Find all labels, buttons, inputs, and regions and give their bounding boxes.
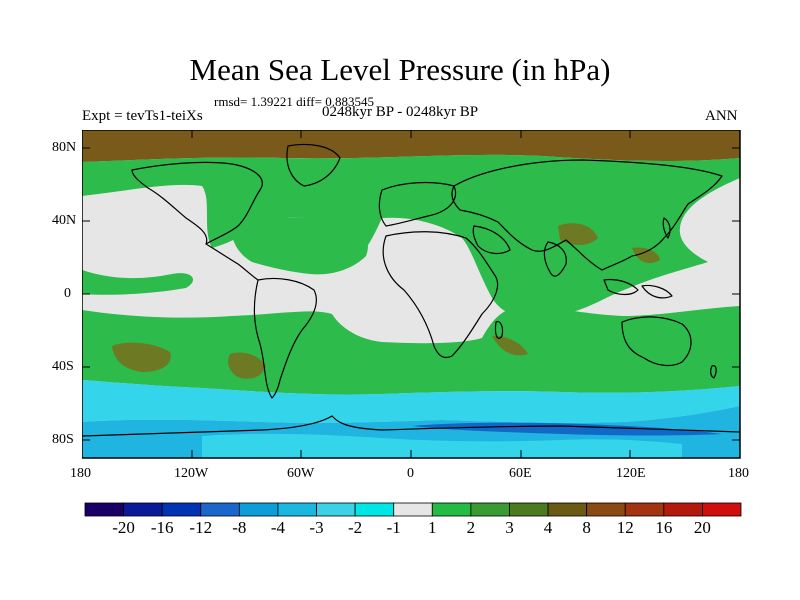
colorbar-swatch <box>238 502 279 517</box>
pressure-bands <box>82 130 740 458</box>
japan-coast <box>662 217 671 239</box>
colorbar-swatch <box>431 502 472 517</box>
colorbar <box>84 502 742 517</box>
antarctic-light-patch <box>202 433 682 458</box>
north-green-band <box>82 154 740 319</box>
lon-label-120w: 120W <box>174 466 209 481</box>
colorbar-label: 20 <box>693 518 711 537</box>
colorbar-swatch <box>354 502 395 517</box>
colorbar-swatch <box>277 502 317 517</box>
lat-label-0: 0 <box>64 286 71 301</box>
colorbar-swatch <box>624 502 665 517</box>
chart-title: Mean Sea Level Pressure (in hPa) <box>189 52 611 87</box>
lon-ticks <box>191 130 631 458</box>
lon-label-60w: 60W <box>287 466 315 481</box>
colorbar-label: -3 <box>309 518 324 537</box>
colorbar-swatch <box>84 502 124 517</box>
arabia-coast <box>472 225 511 255</box>
eurasia-coast <box>451 159 723 271</box>
colorbar-swatch <box>161 502 202 517</box>
rmsd-diff-stats: rmsd= 1.39221 diff= 0.883545 <box>214 94 374 109</box>
colorbar-label: -1 <box>386 518 401 537</box>
antarctica-coast <box>82 415 741 437</box>
lon-label-120e: 120E <box>616 466 646 481</box>
north-polar-brown-band <box>82 130 740 162</box>
colorbar-swatch <box>393 502 433 517</box>
africa-coast <box>382 231 499 359</box>
colorbar-label: -12 <box>189 518 213 537</box>
colorbar-label: -4 <box>270 518 286 537</box>
colorbar-swatch <box>702 502 742 517</box>
north-america-coast <box>131 161 263 245</box>
pressure-map <box>82 130 741 459</box>
lon-label-180-east: 180 <box>728 466 749 481</box>
madagascar-coast <box>494 321 504 339</box>
southern-cyan-band <box>82 380 740 423</box>
colorbar-label: 8 <box>582 518 591 537</box>
coastlines <box>82 143 741 437</box>
colorbar-label: -16 <box>150 518 174 537</box>
colorbar-swatch <box>200 502 240 517</box>
europe-coast <box>378 181 457 227</box>
antarctic-blue-edge <box>412 422 722 436</box>
asia-olive-blob-2 <box>632 247 660 264</box>
colorbar-label: 1 <box>428 518 437 537</box>
colorbar-swatch <box>123 502 163 517</box>
experiment-label: Expt = tevTs1-teiXs <box>82 108 203 124</box>
colorbar-label: -8 <box>232 518 247 537</box>
lat-label-40n: 40N <box>52 213 77 228</box>
lon-label-180-west: 180 <box>70 466 91 481</box>
colorbar-swatch <box>316 502 356 517</box>
new-zealand-coast <box>710 365 717 379</box>
colorbar-label: -2 <box>348 518 363 537</box>
colorbar-label: 16 <box>655 518 673 537</box>
lat-label-80n: 80N <box>52 140 77 155</box>
central-america-coast <box>205 243 259 281</box>
atlantic-green-patch <box>231 217 368 275</box>
south-america-coast <box>253 277 317 399</box>
greenland-coast <box>286 143 341 187</box>
lon-label-0: 0 <box>407 466 414 481</box>
lat-ticks <box>82 147 740 441</box>
asia-olive-blob <box>558 223 598 245</box>
south-olive-blob-west <box>112 342 171 372</box>
colorbar-label: 3 <box>505 518 514 537</box>
indian-olive-blob <box>492 335 528 356</box>
maritime-asia-coast <box>603 278 673 299</box>
colorbar-swatch <box>547 502 588 517</box>
colorbar-label: -20 <box>112 518 135 537</box>
west-pacific-green-patch <box>82 270 194 295</box>
colorbar-label: 4 <box>543 518 553 537</box>
colorbar-swatch <box>470 502 510 517</box>
lat-label-40s: 40S <box>52 359 74 374</box>
period-label: 0248kyr BP - 0248kyr BP <box>322 104 479 120</box>
australia-coast <box>621 316 692 367</box>
india-coast <box>543 241 567 277</box>
colorbar-swatch <box>509 502 549 517</box>
colorbar-swatch <box>586 502 626 517</box>
colorbar-label: 2 <box>466 518 476 537</box>
season-label: ANN <box>705 108 738 124</box>
colorbar-label: 12 <box>616 518 634 537</box>
lat-label-80s: 80S <box>52 432 74 447</box>
colorbar-swatch <box>663 502 703 517</box>
lon-label-60e: 60E <box>509 466 532 481</box>
south-olive-blob-east <box>228 352 266 379</box>
